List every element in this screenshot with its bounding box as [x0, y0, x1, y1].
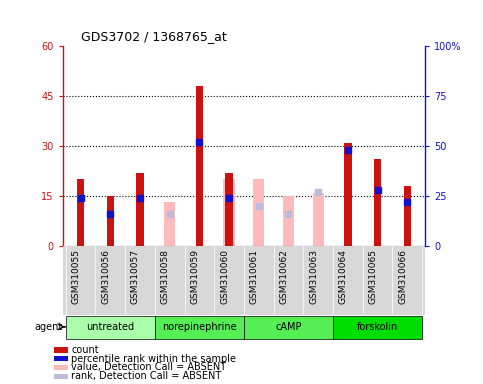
- Bar: [344, 142, 352, 246]
- Text: GSM310063: GSM310063: [309, 249, 318, 304]
- Bar: [253, 179, 264, 246]
- Text: value, Detection Call = ABSENT: value, Detection Call = ABSENT: [71, 362, 227, 372]
- Text: norepinephrine: norepinephrine: [162, 322, 237, 332]
- Bar: [54, 356, 68, 361]
- Bar: [77, 179, 85, 246]
- Text: GSM310059: GSM310059: [190, 249, 199, 304]
- Text: percentile rank within the sample: percentile rank within the sample: [71, 354, 237, 364]
- Bar: [403, 186, 411, 246]
- Bar: [54, 374, 68, 379]
- Text: GSM310066: GSM310066: [398, 249, 407, 304]
- Text: count: count: [71, 345, 99, 355]
- Bar: [313, 192, 324, 246]
- Bar: [374, 159, 381, 246]
- Bar: [107, 196, 114, 246]
- Text: rank, Detection Call = ABSENT: rank, Detection Call = ABSENT: [71, 371, 222, 381]
- Bar: [226, 172, 233, 246]
- Text: GSM310055: GSM310055: [71, 249, 81, 304]
- Text: GSM310056: GSM310056: [101, 249, 110, 304]
- Text: forskolin: forskolin: [357, 322, 398, 332]
- FancyBboxPatch shape: [244, 316, 333, 339]
- Text: GSM310057: GSM310057: [131, 249, 140, 304]
- Text: GSM310065: GSM310065: [369, 249, 378, 304]
- FancyBboxPatch shape: [333, 316, 422, 339]
- Bar: [283, 196, 294, 246]
- FancyBboxPatch shape: [155, 316, 244, 339]
- Text: untreated: untreated: [86, 322, 134, 332]
- Text: GSM310064: GSM310064: [339, 249, 348, 304]
- Bar: [164, 202, 175, 246]
- Text: GSM310060: GSM310060: [220, 249, 229, 304]
- Text: GSM310058: GSM310058: [161, 249, 170, 304]
- FancyBboxPatch shape: [66, 316, 155, 339]
- Bar: [196, 86, 203, 246]
- Text: cAMP: cAMP: [275, 322, 302, 332]
- Text: GSM310061: GSM310061: [250, 249, 259, 304]
- Text: GDS3702 / 1368765_at: GDS3702 / 1368765_at: [81, 30, 227, 43]
- Bar: [54, 347, 68, 353]
- Text: GSM310062: GSM310062: [280, 249, 288, 304]
- Bar: [224, 179, 235, 246]
- Bar: [54, 365, 68, 370]
- Text: agent: agent: [34, 322, 62, 332]
- Bar: [136, 172, 144, 246]
